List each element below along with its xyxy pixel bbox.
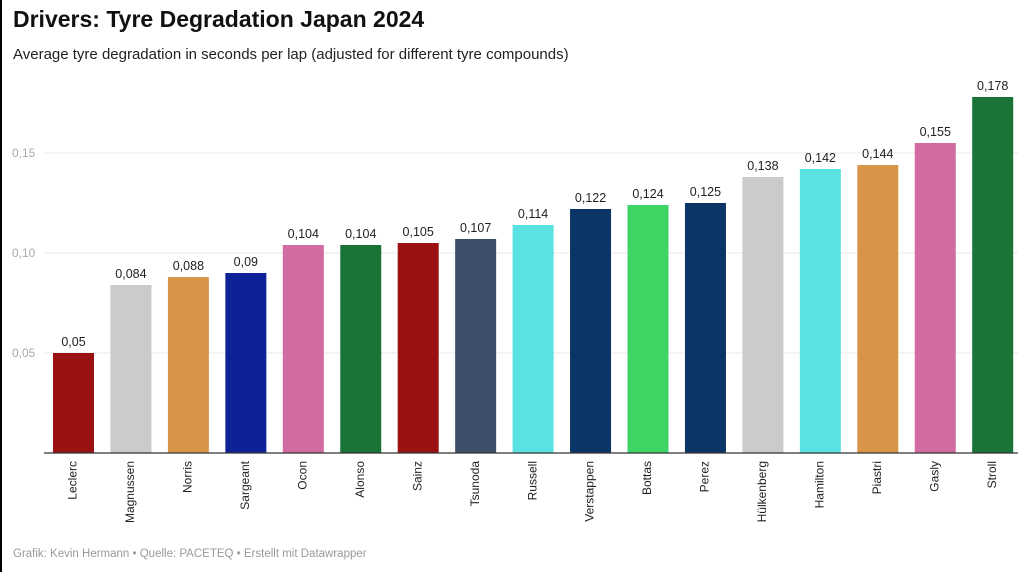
bar-tsunoda [455,239,497,453]
x-tick-label: Bottas [640,461,654,495]
bar-sargeant [225,273,267,453]
x-tick-label: Norris [181,461,195,493]
y-tick-label: 0,15 [12,146,36,160]
bar-value-label: 0,138 [747,159,778,173]
bar-value-label: 0,088 [173,259,204,273]
x-tick-label: Hamilton [813,461,827,508]
bar-value-label: 0,105 [403,225,434,239]
bar-stroll [972,97,1014,453]
x-tick-label: Ocon [295,461,309,490]
bar-bottas [627,205,669,453]
chart-title: Drivers: Tyre Degradation Japan 2024 [13,6,425,32]
x-tick-label: Gasly [927,461,941,492]
bar-value-label: 0,142 [805,151,836,165]
bar-value-label: 0,114 [518,207,548,221]
bar-piastri [857,165,899,453]
bar-alonso [340,245,382,453]
chart-subtitle: Average tyre degradation in seconds per … [13,46,569,63]
bar-value-label: 0,084 [115,267,146,281]
bar-value-label: 0,122 [575,191,606,205]
bar-verstappen [570,209,612,453]
bar-value-label: 0,124 [632,187,663,201]
bar-magnussen [110,285,152,453]
left-border [0,0,2,572]
bar-ocon [282,245,324,453]
x-tick-label: Verstappen [583,461,597,522]
bar-value-label: 0,178 [977,79,1008,93]
bar-value-label: 0,155 [920,125,951,139]
y-tick-label: 0,05 [12,346,36,360]
bar-norris [167,277,209,453]
bar-value-label: 0,144 [862,147,893,161]
bar-value-label: 0,107 [460,221,491,235]
x-tick-label: Stroll [985,461,999,488]
bar-sainz [397,243,439,453]
y-tick-label: 0,10 [12,246,36,260]
x-tick-label: Piastri [870,461,884,494]
bar-value-label: 0,09 [234,255,258,269]
bar-perez [684,203,726,453]
bar-hülkenberg [742,177,784,453]
x-tick-label: Leclerc [66,461,80,500]
bar-value-label: 0,125 [690,185,721,199]
x-tick-label: Russell [525,461,539,500]
chart-footer: Grafik: Kevin Hermann • Quelle: PACETEQ … [13,548,367,560]
bar-value-label: 0,104 [345,227,376,241]
bar-leclerc [53,353,94,453]
x-tick-label: Sargeant [238,460,252,509]
bar-value-label: 0,104 [288,227,319,241]
x-tick-label: Tsunoda [468,461,482,507]
x-tick-label: Sainz [410,461,424,491]
x-tick-label: Magnussen [123,461,137,523]
bar-russell [512,225,554,453]
bar-gasly [914,143,956,453]
x-tick-label: Hülkenberg [755,461,769,522]
bar-value-label: 0,05 [61,335,85,349]
bar-hamilton [799,169,841,453]
x-tick-label: Perez [698,461,712,492]
x-tick-label: Alonso [353,461,367,498]
